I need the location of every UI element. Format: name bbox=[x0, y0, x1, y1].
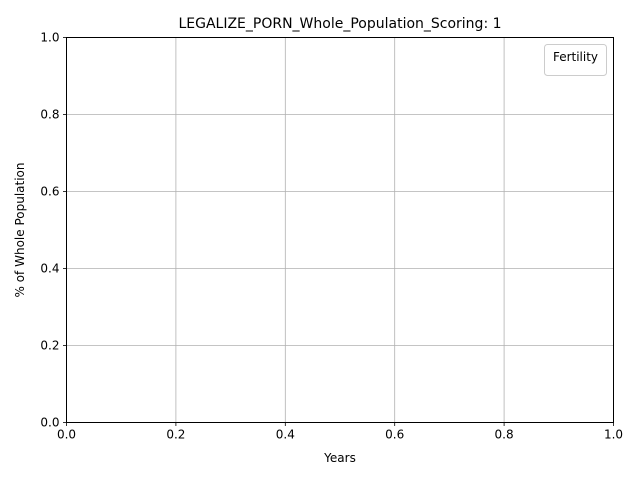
x-tick-label: 0.0 bbox=[57, 428, 76, 442]
x-tick-label: 0.4 bbox=[276, 428, 295, 442]
x-axis: 0.0 0.2 0.4 0.6 0.8 1.0 bbox=[57, 422, 623, 442]
y-tick-label: 0.2 bbox=[40, 339, 59, 353]
plot-frame bbox=[66, 37, 614, 423]
x-tick-label: 0.8 bbox=[495, 428, 514, 442]
y-tick-label: 0.4 bbox=[40, 262, 59, 276]
x-tick-label: 0.2 bbox=[166, 428, 185, 442]
y-axis: 0.0 0.2 0.4 0.6 0.8 1.0 bbox=[40, 31, 67, 430]
grid bbox=[66, 37, 614, 423]
x-axis-label: Years bbox=[323, 451, 356, 465]
y-tick-label: 0.6 bbox=[40, 185, 59, 199]
chart-title: LEGALIZE_PORN_Whole_Population_Scoring: … bbox=[178, 16, 501, 32]
y-tick-label: 0.0 bbox=[40, 416, 59, 430]
x-tick-label: 1.0 bbox=[604, 428, 623, 442]
y-tick-label: 0.8 bbox=[40, 108, 59, 122]
legend-box bbox=[544, 44, 607, 76]
legend-title: Fertility bbox=[553, 50, 598, 64]
y-tick-label: 1.0 bbox=[40, 31, 59, 45]
y-axis-label: % of Whole Population bbox=[13, 163, 27, 298]
legend: Fertility bbox=[544, 44, 607, 76]
x-tick-label: 0.6 bbox=[385, 428, 404, 442]
